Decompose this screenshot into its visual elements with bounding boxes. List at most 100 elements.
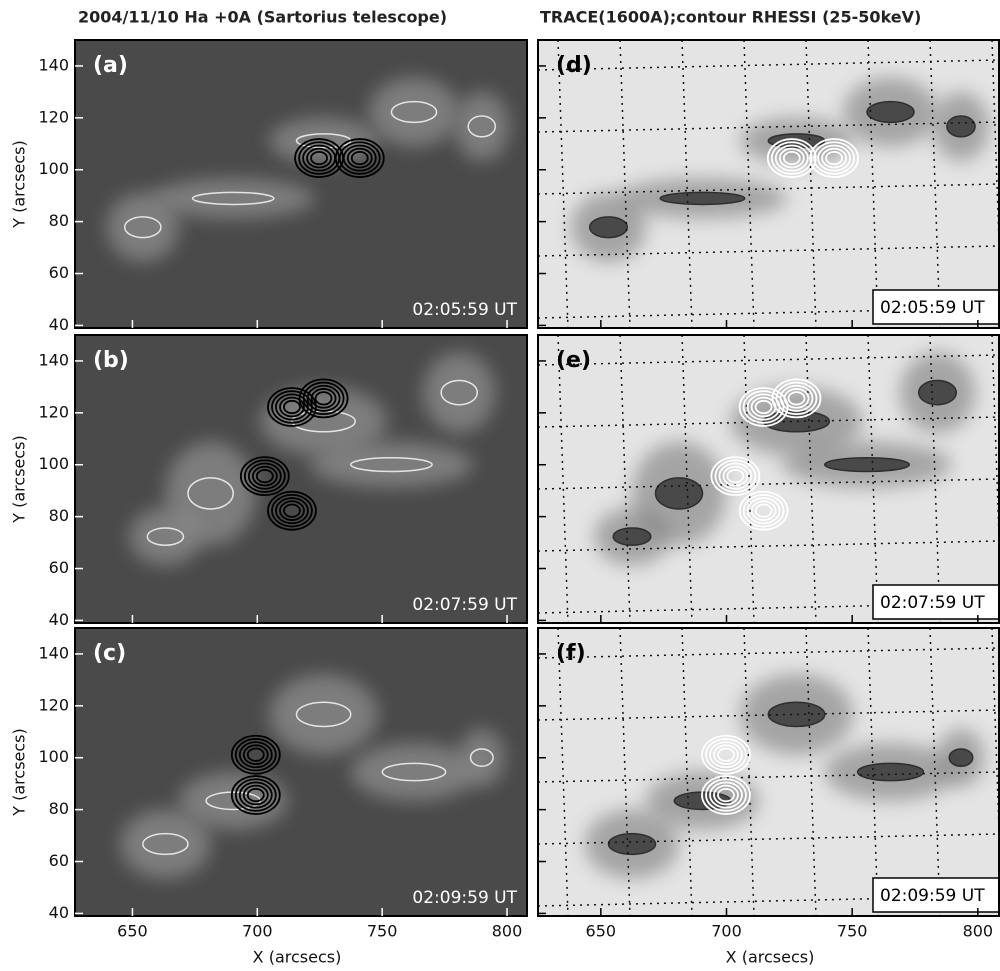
emission (129, 507, 202, 566)
rhessi-contour (746, 393, 781, 421)
contour-outline (612, 527, 652, 546)
x-tick-label: 650 (117, 922, 148, 941)
contour-outline (654, 477, 704, 510)
timestamp: 02:05:59 UT (412, 300, 517, 320)
rhessi-contour (709, 781, 743, 809)
rhessi-contour (701, 734, 751, 775)
emission (260, 386, 387, 456)
panel-background (538, 40, 999, 328)
rhessi-contour (242, 744, 269, 766)
rhessi-contour (234, 778, 277, 812)
rhessi-contour (350, 150, 369, 166)
y-tick-label: 60 (49, 558, 69, 577)
y-tick-label: 100 (38, 454, 69, 473)
y-tick-label: 80 (49, 506, 69, 525)
y-tick-label: 120 (38, 402, 69, 421)
emission (269, 674, 378, 755)
rhessi-contour (310, 388, 337, 409)
rhessi-contour (230, 775, 281, 815)
y-axis-label: Y (arcsecs) (10, 140, 29, 228)
rhessi-contour (738, 387, 789, 427)
y-tick-label: 140 (38, 350, 69, 369)
rhessi-contour (242, 784, 269, 806)
y-axis-label: Y (arcsecs) (10, 435, 29, 523)
rhessi-contour (722, 465, 749, 487)
emission (269, 117, 378, 164)
rhessi-contour (710, 456, 761, 497)
contour-outline (946, 115, 976, 138)
rhessi-contour (713, 744, 739, 766)
x-tick-label: 650 (586, 922, 617, 941)
rhessi-contour (713, 784, 739, 806)
y-tick-label: 80 (49, 211, 69, 230)
rhessi-contour (742, 390, 785, 424)
emission (459, 728, 505, 787)
rhessi-contour (709, 741, 743, 769)
contour-outline (187, 477, 234, 510)
rhessi-contour (813, 141, 855, 175)
rhessi-contour (267, 490, 317, 531)
contour-outline (440, 379, 479, 406)
contour-outline (123, 216, 162, 239)
panel-label: (b) (93, 348, 129, 373)
rhessi-contour (705, 778, 747, 812)
y-tick-label: 120 (38, 695, 69, 714)
rhessi-contour (746, 497, 781, 525)
y-tick-label: 140 (38, 643, 69, 662)
panel-label: (e) (556, 348, 591, 373)
rhessi-contour (306, 147, 332, 169)
y-tick-label: 60 (49, 851, 69, 870)
x-tick-label: 800 (492, 922, 523, 941)
rhessi-contour (275, 497, 309, 525)
rhessi-contour (247, 462, 282, 490)
emission (350, 743, 478, 801)
emission (106, 192, 179, 262)
contour-outline (659, 191, 746, 206)
contour-outline (866, 100, 915, 124)
emission (454, 91, 509, 161)
rhessi-contour (774, 144, 809, 172)
timestamp-box (872, 584, 999, 620)
x-tick-label: 800 (963, 922, 994, 941)
rhessi-contour (750, 500, 777, 521)
contour-outline (191, 191, 275, 206)
y-tick-label: 40 (49, 315, 69, 334)
y-tick-label: 120 (38, 107, 69, 126)
panel (538, 335, 999, 623)
rhessi-contour (809, 138, 859, 178)
rhessi-contour (234, 738, 277, 772)
x-tick-label: 750 (837, 922, 868, 941)
rhessi-contour (279, 396, 305, 418)
rhessi-contour (238, 781, 273, 809)
rhessi-contour (251, 465, 278, 487)
rhessi-contour (255, 469, 274, 484)
contour-outline (295, 701, 352, 728)
rhessi-contour (787, 391, 806, 406)
timestamp-box (872, 289, 999, 325)
rhessi-contour (717, 747, 735, 762)
panel-label: (c) (93, 641, 126, 666)
panel (538, 40, 999, 328)
contour-outline (467, 115, 497, 138)
panel-label: (d) (556, 53, 592, 78)
rhessi-contour (705, 738, 747, 772)
x-tick-label: 700 (242, 922, 273, 941)
contour-outline (390, 100, 438, 124)
rhessi-contour (246, 787, 265, 803)
emission (120, 809, 211, 879)
panel-label: (f) (556, 641, 586, 666)
contour-outline (588, 216, 629, 239)
rhessi-contour (342, 144, 377, 172)
contour-outline (823, 456, 911, 473)
panel-frame (537, 334, 1000, 624)
contour-outline (607, 832, 657, 856)
rhessi-contour (230, 734, 281, 775)
panel (75, 628, 527, 916)
panel-frame (537, 627, 1000, 917)
x-axis-label: X (arcsecs) (726, 948, 815, 967)
rhessi-contour (714, 459, 757, 493)
timestamp-box (872, 877, 999, 913)
rhessi-contour (283, 503, 301, 518)
panel-frame (74, 39, 528, 329)
y-axis-label: Y (arcsecs) (10, 728, 29, 816)
